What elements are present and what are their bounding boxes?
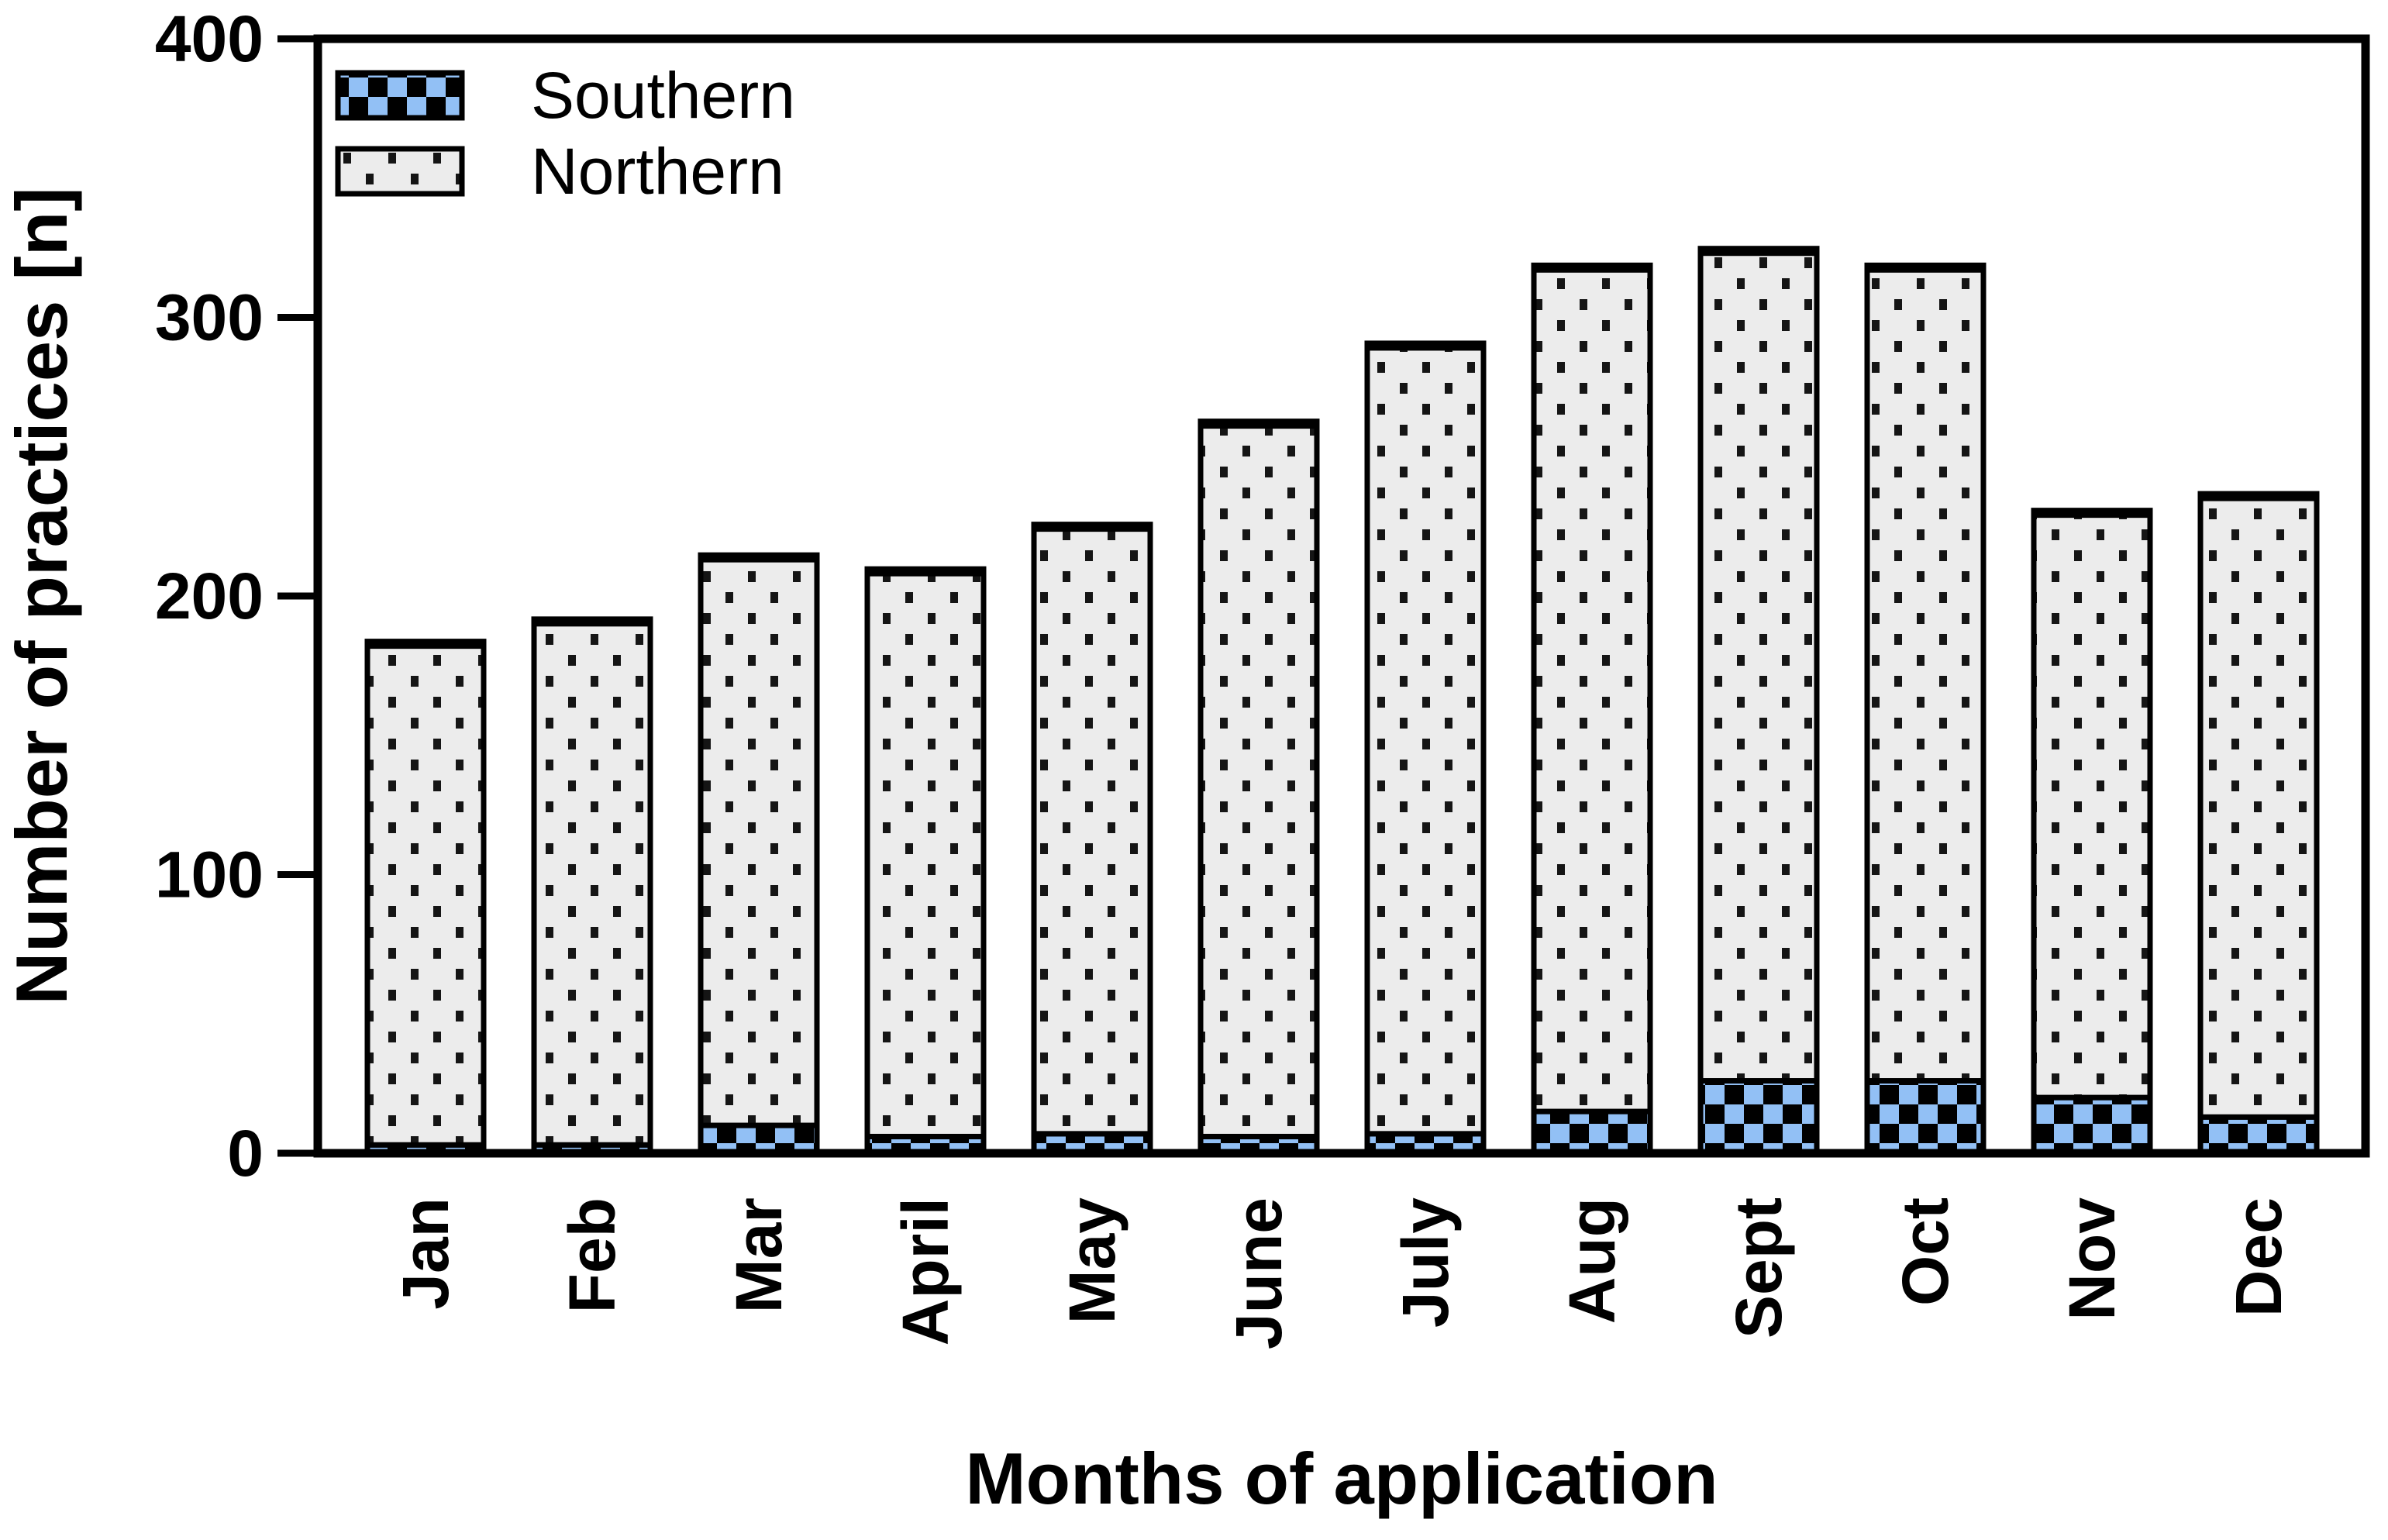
x-tick-label-april: April: [889, 1197, 962, 1345]
legend: Southern Northern: [335, 59, 795, 208]
x-tick-label-dec: Dec: [2222, 1197, 2295, 1317]
x-tick-label-mar: Mar: [722, 1197, 795, 1313]
y-tick-label-400: 400: [155, 2, 264, 75]
bar-segment-southern-Oct: [1864, 1078, 1987, 1156]
bar-segment-northern-Feb: [531, 618, 653, 1148]
x-tick-label-july: July: [1389, 1197, 1462, 1328]
bar-segment-northern-Oct: [1864, 264, 1987, 1084]
legend-swatch-southern-checker: [335, 70, 465, 121]
bar-top-cap: [1531, 262, 1653, 273]
bar-Nov: [2031, 508, 2153, 1156]
x-tick-label-may: May: [1056, 1197, 1129, 1325]
x-tick-label-june: June: [1222, 1197, 1295, 1349]
bar-segment-northern-July: [1364, 342, 1487, 1137]
bar-top-cap: [531, 616, 653, 627]
legend-swatch-northern-dotted: [335, 146, 465, 197]
bar-Jan: [364, 639, 487, 1156]
x-tick-label-aug: Aug: [1556, 1197, 1628, 1324]
bar-segment-northern-Aug: [1531, 264, 1653, 1115]
bar-top-cap: [1031, 522, 1153, 532]
legend-label-southern: Southern: [531, 59, 795, 132]
bar-top-cap: [1697, 246, 1820, 257]
bars-layer: [364, 246, 2320, 1156]
y-tick-label-100: 100: [155, 839, 264, 911]
bar-segment-southern-Aug: [1531, 1108, 1653, 1156]
x-tick-label-feb: Feb: [556, 1197, 629, 1313]
bar-April: [864, 566, 987, 1156]
bar-top-cap: [1864, 262, 1987, 273]
bar-Feb: [531, 616, 653, 1156]
bar-segment-northern-Mar: [698, 554, 820, 1128]
bar-top-cap: [1364, 340, 1487, 351]
bar-segment-northern-Dec: [2197, 493, 2320, 1120]
bar-segment-northern-April: [864, 568, 987, 1139]
bar-May: [1031, 522, 1153, 1156]
bar-Aug: [1531, 262, 1653, 1156]
axes-layer: Jan Feb Mar April May June July Aug Sept Oct Nov De…: [155, 2, 2370, 1349]
bar-Mar: [698, 552, 820, 1156]
x-tick-label-oct: Oct: [1889, 1197, 1962, 1306]
y-axis-title: Number of practices [n]: [1, 187, 82, 1004]
bar-top-cap: [864, 566, 987, 577]
bar-top-cap: [698, 552, 820, 563]
bar-top-cap: [2197, 491, 2320, 501]
bar-top-cap: [1197, 419, 1320, 429]
y-tick-label-0: 0: [227, 1117, 264, 1190]
bar-June: [1197, 419, 1320, 1156]
x-tick-label-nov: Nov: [2055, 1197, 2128, 1321]
bar-segment-southern-Dec: [2197, 1114, 2320, 1156]
bar-segment-northern-Sept: [1697, 247, 1820, 1084]
x-axis-title: Months of application: [965, 1438, 1718, 1519]
plot-frame: [313, 34, 2370, 1158]
bar-segment-southern-Mar: [698, 1122, 820, 1156]
bar-Sept: [1697, 246, 1820, 1156]
bar-segment-southern-Nov: [2031, 1094, 2153, 1156]
y-tick-label-300: 300: [155, 281, 264, 354]
bar-top-cap: [364, 639, 487, 649]
y-tick-label-200: 200: [155, 560, 264, 632]
legend-label-northern: Northern: [531, 135, 784, 208]
bar-July: [1364, 340, 1487, 1156]
bar-segment-northern-Nov: [2031, 509, 2153, 1101]
bar-segment-northern-May: [1031, 523, 1153, 1137]
bar-segment-northern-Jan: [364, 640, 487, 1148]
x-tick-label-jan: Jan: [389, 1197, 462, 1310]
bar-top-cap: [2031, 508, 2153, 519]
x-tick-label-sept: Sept: [1722, 1197, 1795, 1338]
bar-segment-southern-Sept: [1697, 1078, 1820, 1156]
bar-Oct: [1864, 262, 1987, 1156]
bar-segment-northern-June: [1197, 420, 1320, 1139]
bar-Dec: [2197, 491, 2320, 1156]
